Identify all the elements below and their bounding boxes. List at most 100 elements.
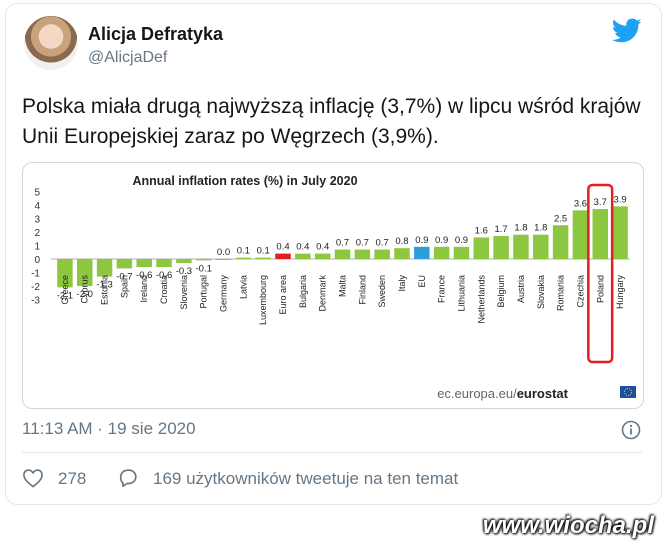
value-label: -2.1 (57, 290, 73, 301)
category-label: Latvia (238, 275, 248, 299)
bar-hungary (612, 206, 628, 259)
bar-romania (552, 225, 569, 259)
divider (22, 452, 642, 453)
bar-netherlands (473, 237, 490, 259)
category-label: EU (417, 275, 427, 288)
value-label: 0.9 (455, 235, 468, 246)
eu-flag-icon (620, 386, 636, 398)
value-label: 0.1 (257, 246, 270, 257)
twitter-bird-icon[interactable] (612, 18, 642, 44)
category-label: Slovenia (179, 275, 189, 310)
eurostat-brand: eurostat (517, 386, 569, 401)
bar-czechia (572, 210, 589, 259)
value-label: -0.1 (196, 263, 212, 274)
category-label: Ireland (139, 275, 149, 303)
value-label: 0.7 (376, 238, 389, 249)
bar-slovakia (533, 234, 549, 259)
chart-title: Annual inflation rates (%) in July 2020 (132, 174, 357, 188)
bar-italy (394, 248, 410, 259)
value-label: 0.8 (395, 236, 408, 247)
value-label: 0.1 (237, 246, 250, 257)
watermark: www.wiocha.pl (482, 512, 654, 539)
inflation-bar-chart: Annual inflation rates (%) in July 2020 … (26, 166, 640, 405)
bar-euro-area (275, 253, 291, 259)
retweet-count-text[interactable]: 169 użytkowników tweetuje na ten temat (153, 469, 459, 488)
value-label: -0.3 (176, 266, 192, 277)
poland-highlight-box (587, 183, 614, 364)
category-label: Hungary (615, 275, 625, 310)
category-label: Sweden (377, 275, 387, 308)
author-avatar[interactable] (24, 16, 78, 70)
author-handle[interactable]: @AlicjaDef (88, 49, 168, 66)
source-label: ec.europa.eu/eurostat (437, 386, 568, 401)
category-label: Romania (556, 275, 566, 311)
value-label: -0.6 (156, 270, 172, 281)
bar-poland (592, 209, 608, 259)
y-tick-label: -1 (31, 269, 40, 280)
category-label: Euro area (278, 275, 288, 315)
value-label: 1.7 (495, 224, 508, 235)
category-label: Austria (516, 275, 526, 303)
category-label: France (437, 275, 447, 303)
value-label: 1.8 (514, 223, 527, 234)
category-label: Denmark (318, 275, 328, 312)
category-label: Slovakia (536, 275, 546, 309)
y-tick-label: 0 (34, 255, 40, 266)
category-label: Estonia (100, 275, 110, 305)
y-tick-label: 5 (34, 188, 40, 199)
bar-austria (513, 234, 529, 259)
value-label: -0.6 (136, 270, 152, 281)
value-label: 0.7 (336, 238, 349, 249)
category-label: Netherlands (476, 275, 486, 324)
heart-icon[interactable] (22, 468, 44, 488)
value-label: 0.4 (276, 242, 289, 253)
value-label: 0.7 (356, 238, 369, 249)
category-label: Luxembourg (258, 275, 268, 325)
bar-germany (215, 259, 232, 260)
value-label: 0.9 (415, 235, 428, 246)
category-label: Bulgaria (298, 275, 308, 308)
value-label: 0.4 (296, 242, 309, 253)
category-label: Poland (595, 275, 605, 303)
bar-cyprus (77, 259, 93, 286)
value-label: -0.7 (116, 271, 132, 282)
value-label: 2.5 (554, 213, 567, 224)
bar-latvia (235, 257, 252, 259)
bar-ireland (136, 259, 152, 268)
bar-finland (354, 249, 371, 259)
category-label: Italy (397, 275, 407, 292)
category-label: Belgium (496, 275, 506, 308)
bar-malta (334, 249, 351, 259)
value-label: 1.6 (475, 225, 488, 236)
value-label: 3.6 (574, 198, 587, 209)
bar-portugal (195, 259, 212, 261)
category-label: Malta (338, 275, 348, 297)
value-label: -1.3 (96, 280, 112, 291)
category-label: Germany (219, 275, 229, 313)
chart-image[interactable]: Annual inflation rates (%) in July 2020 … (22, 162, 644, 409)
y-tick-label: 2 (34, 228, 40, 239)
tweet-text: Polska miała drugą najwyższą inflację (3… (22, 95, 641, 148)
bar-belgium (493, 236, 509, 259)
bar-sweden (374, 249, 390, 259)
tweet-timestamp[interactable]: 11:13 AM · 19 sie 2020 (22, 419, 196, 438)
category-label: Czechia (575, 275, 585, 308)
category-label: Spain (119, 275, 129, 298)
bar-estonia (96, 259, 113, 277)
y-tick-label: 3 (34, 215, 40, 226)
value-label: -2.0 (77, 289, 93, 300)
y-tick-label: -3 (31, 296, 40, 307)
bar-spain (116, 259, 133, 269)
bar-lithuania (453, 246, 470, 259)
category-label: Finland (357, 275, 367, 305)
bar-eu (414, 246, 430, 259)
value-label: 0.0 (217, 247, 230, 258)
info-icon[interactable] (621, 420, 641, 440)
value-label: 0.9 (435, 235, 448, 246)
author-name[interactable]: Alicja Defratyka (88, 24, 224, 44)
y-tick-label: 4 (34, 201, 40, 212)
speech-bubble-icon[interactable] (117, 467, 139, 489)
bar-luxembourg (255, 257, 271, 259)
like-count[interactable]: 278 (58, 469, 87, 488)
category-label: Lithuania (456, 275, 466, 312)
